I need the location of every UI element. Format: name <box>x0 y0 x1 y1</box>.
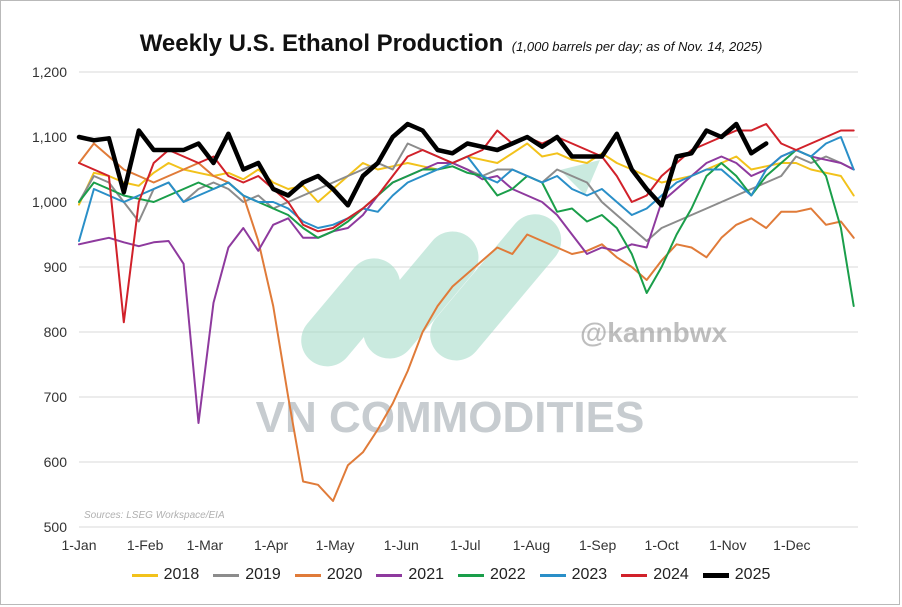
legend-item-2023: 2023 <box>539 566 608 584</box>
y-tick-label: 800 <box>44 324 68 340</box>
series-line-2025 <box>76 121 769 208</box>
legend-swatch <box>539 573 566 577</box>
series-line-2023 <box>78 136 855 242</box>
y-axis-ticks: 500 600 700 800 900 1,000 1,100 1,200 <box>32 64 67 535</box>
watermark-arrow-head <box>560 160 600 195</box>
legend-swatch <box>376 573 403 577</box>
x-tick-label: 1-May <box>316 537 355 553</box>
y-tick-label: 1,100 <box>32 129 67 145</box>
y-tick-label: 1,200 <box>32 64 67 80</box>
legend-label: 2025 <box>734 566 771 583</box>
y-tick-label: 500 <box>44 519 68 535</box>
y-tick-label: 700 <box>44 389 68 405</box>
legend-swatch <box>702 572 729 578</box>
watermark-bar-2 <box>363 231 479 359</box>
watermark-handle: @kannbwx <box>580 317 728 348</box>
series-line-2020 <box>78 142 855 502</box>
legend-item-2019: 2019 <box>213 566 281 584</box>
legend-label: 2018 <box>163 566 200 583</box>
y-tick-label: 1,000 <box>32 194 67 210</box>
legend-item-2024: 2024 <box>621 566 689 584</box>
legend-item-2018: 2018 <box>131 566 200 584</box>
legend-label: 2019 <box>245 566 281 583</box>
x-tick-label: 1-Sep <box>579 537 617 553</box>
chart-title: Weekly U.S. Ethanol Production <box>139 30 504 57</box>
y-tick-label: 900 <box>44 259 68 275</box>
watermark-bar-3 <box>430 214 562 361</box>
legend-label: 2023 <box>571 566 608 583</box>
legend-label: 2021 <box>408 566 444 583</box>
legend-swatch <box>294 573 321 577</box>
x-tick-label: 1-Jun <box>384 537 419 553</box>
legend-label: 2020 <box>326 566 363 583</box>
source-note: Sources: LSEG Workspace/EIA <box>84 510 225 521</box>
legend-label: 2024 <box>653 566 689 583</box>
legend-swatch <box>621 573 648 577</box>
legend-item-2021: 2021 <box>376 566 444 584</box>
legend-label: 2022 <box>490 566 526 583</box>
legend-swatch <box>458 573 484 577</box>
y-tick-label: 600 <box>44 454 68 470</box>
legend-item-2025: 2025 <box>702 566 771 584</box>
x-tick-label: 1-Jul <box>450 537 480 553</box>
legend-swatch <box>213 573 240 577</box>
x-tick-label: 1-Apr <box>254 537 289 553</box>
watermark-bar-1 <box>301 258 401 367</box>
data-series <box>76 121 855 502</box>
x-tick-label: 1-Mar <box>187 537 224 553</box>
legend-item-2022: 2022 <box>458 566 526 584</box>
x-tick-label: 1-Dec <box>773 537 810 553</box>
series-line-2022 <box>78 149 855 307</box>
legend-swatch <box>131 573 158 577</box>
x-axis-ticks: 1-Jan 1-Feb 1-Mar 1-Apr 1-May 1-Jun 1-Jul 1-Aug… <box>61 537 810 553</box>
x-tick-label: 1-Oct <box>645 537 679 553</box>
watermark-brand: VN COMMODITIES <box>256 393 645 442</box>
legend: 2018 2019 2020 2021 2022 2023 2024 2025 <box>0 563 902 587</box>
series-line-2021 <box>78 149 855 424</box>
x-tick-label: 1-Nov <box>709 537 746 553</box>
legend-item-2020: 2020 <box>294 566 363 584</box>
x-tick-label: 1-Jan <box>61 537 96 553</box>
chart-title-block: Weekly U.S. Ethanol Production (1,000 ba… <box>0 30 902 58</box>
x-tick-label: 1-Feb <box>127 537 164 553</box>
x-tick-label: 1-Aug <box>513 537 550 553</box>
watermark: @kannbwx VN COMMODITIES <box>256 160 728 442</box>
chart-subtitle: (1,000 barrels per day; as of Nov. 14, 2… <box>511 39 763 54</box>
